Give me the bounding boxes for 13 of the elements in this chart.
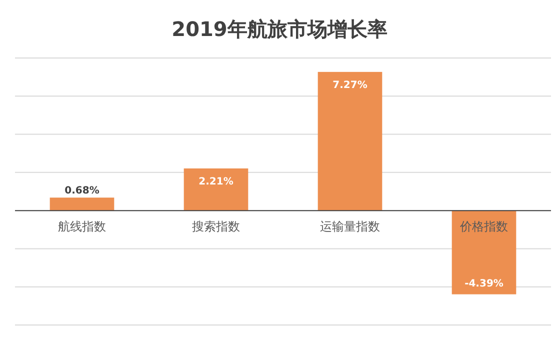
x-tick-label: 价格指数	[459, 220, 508, 234]
x-tick-label: 搜索指数	[192, 220, 240, 234]
bar	[50, 198, 114, 211]
bar	[452, 210, 516, 294]
bar	[318, 72, 382, 211]
data-label: 2.21%	[198, 176, 234, 188]
x-tick-label: 航线指数	[58, 220, 106, 234]
bar	[184, 168, 248, 211]
chart-title: 2019年航旅市场增长率	[172, 17, 388, 41]
data-label: 0.68%	[64, 186, 100, 197]
x-tick-label: 运输量指数	[320, 220, 380, 234]
data-label: -4.39%	[464, 278, 504, 290]
data-label: 7.27%	[332, 80, 368, 91]
